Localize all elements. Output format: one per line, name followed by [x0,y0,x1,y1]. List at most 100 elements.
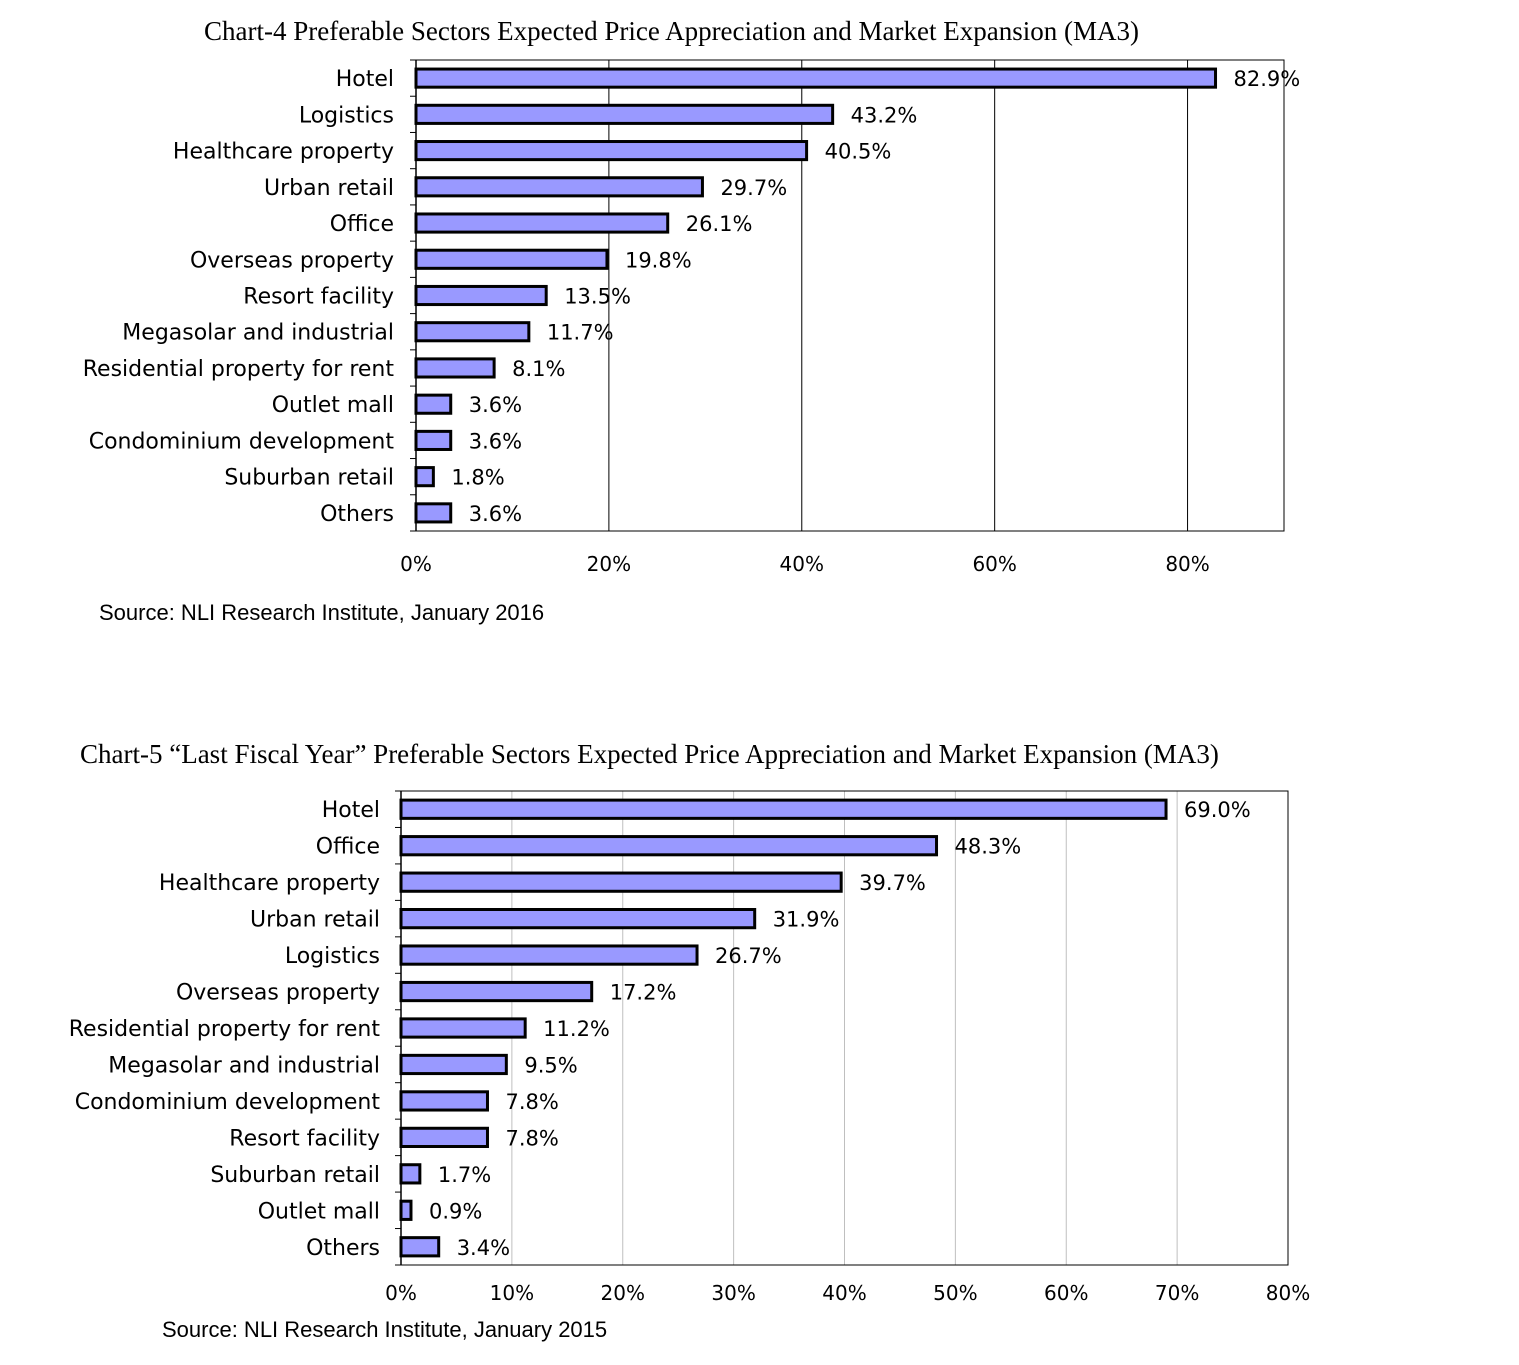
category-label: Office [330,212,394,237]
bar [414,176,704,198]
category-label: Logistics [285,944,380,969]
data-label: 39.7% [859,871,926,895]
data-label: 69.0% [1184,798,1251,822]
data-label: 3.6% [469,502,522,526]
bar [399,1163,422,1185]
x-tick-label: 50% [933,1281,977,1305]
category-label: Logistics [299,103,394,128]
data-label: 40.5% [825,140,892,164]
category-label: Hotel [336,67,394,92]
bar [414,429,453,451]
chart-source: Source: NLI Research Institute, January … [99,600,545,625]
category-label: Hotel [322,798,380,823]
chart-4: Chart-4 Preferable Sectors Expected Pric… [0,0,1519,680]
data-label: 43.2% [851,103,918,127]
x-tick-label: 0% [385,1281,417,1305]
category-label: Office [316,835,380,860]
category-label: Condominium development [75,1090,381,1115]
bar [399,835,939,857]
bar [399,1126,489,1148]
bar [414,357,496,379]
bar [399,1236,441,1258]
category-label: Overseas property [176,981,380,1006]
data-label: 11.7% [547,321,614,345]
data-label: 82.9% [1234,67,1301,91]
category-label: Resort facility [229,1126,380,1151]
category-label: Resort facility [243,285,394,310]
x-tick-label: 10% [490,1281,534,1305]
data-label: 29.7% [720,176,787,200]
chart-5: Chart-5 “Last Fiscal Year” Preferable Se… [0,720,1519,1365]
bar [414,140,809,162]
category-label: Urban retail [250,908,380,933]
bar [414,67,1218,89]
bar [399,1090,489,1112]
data-label: 19.8% [625,248,692,272]
x-tick-label: 80% [1165,552,1209,576]
bar [399,1017,527,1039]
data-label: 48.3% [955,835,1022,859]
data-label: 17.2% [610,981,677,1005]
bar [414,393,453,415]
x-tick-label: 60% [1044,1281,1088,1305]
bar [414,248,609,270]
category-label: Residential property for rent [83,357,395,382]
data-label: 13.5% [564,285,631,309]
x-tick-label: 60% [972,552,1016,576]
x-tick-label: 40% [822,1281,866,1305]
data-label: 31.9% [773,908,840,932]
data-label: 1.8% [451,466,504,490]
x-tick-label: 20% [601,1281,645,1305]
x-tick-label: 30% [711,1281,755,1305]
data-label: 3.6% [469,393,522,417]
category-label: Healthcare property [159,871,380,896]
bar [414,466,435,488]
category-label: Condominium development [89,429,395,454]
category-label: Outlet mall [258,1199,380,1224]
x-tick-label: 20% [587,552,631,576]
bar [399,1053,508,1076]
category-label: Outlet mall [272,393,394,418]
category-label: Suburban retail [224,466,394,491]
data-label: 26.7% [715,944,782,968]
bar [414,103,835,125]
chart-title: Chart-4 Preferable Sectors Expected Pric… [204,16,1139,46]
data-label: 3.6% [469,429,522,453]
bar [414,502,453,524]
category-label: Overseas property [190,248,394,273]
bar [414,284,548,307]
category-label: Megasolar and industrial [122,321,394,346]
bar [399,798,1168,820]
bar [399,908,757,930]
category-label: Others [320,502,394,527]
data-label: 7.8% [505,1090,558,1114]
x-tick-label: 0% [400,552,432,576]
category-label: Urban retail [264,176,394,201]
bar [399,871,843,893]
plot-area [416,60,1284,531]
x-tick-label: 80% [1266,1281,1310,1305]
chart-4-plot: 0% 20% 40% 60% 80% Hotel 82.9% Logistics 43.2% He… [83,59,1301,576]
bar [414,321,531,343]
data-label: 7.8% [505,1126,558,1150]
bar [414,212,670,234]
data-label: 9.5% [524,1053,577,1077]
category-label: Healthcare property [173,140,394,165]
bar [399,980,594,1003]
category-label: Suburban retail [210,1163,380,1188]
data-label: 8.1% [512,357,565,381]
data-label: 11.2% [543,1017,610,1041]
bar [399,944,699,966]
category-label: Others [306,1236,380,1261]
category-label: Megasolar and industrial [108,1053,380,1078]
data-label: 3.4% [457,1236,510,1260]
category-label: Residential property for rent [69,1017,381,1042]
data-label: 1.7% [438,1163,491,1187]
bar [399,1199,413,1221]
chart-title: Chart-5 “Last Fiscal Year” Preferable Se… [80,739,1219,769]
data-label: 26.1% [686,212,753,236]
data-label: 0.9% [429,1199,482,1223]
x-tick-label: 70% [1155,1281,1199,1305]
chart-5-plot: 0% 10% 20% 30% 40% 50% 60% 70% 80% Hotel 69.0% Offi… [69,790,1310,1305]
x-tick-label: 40% [780,552,824,576]
